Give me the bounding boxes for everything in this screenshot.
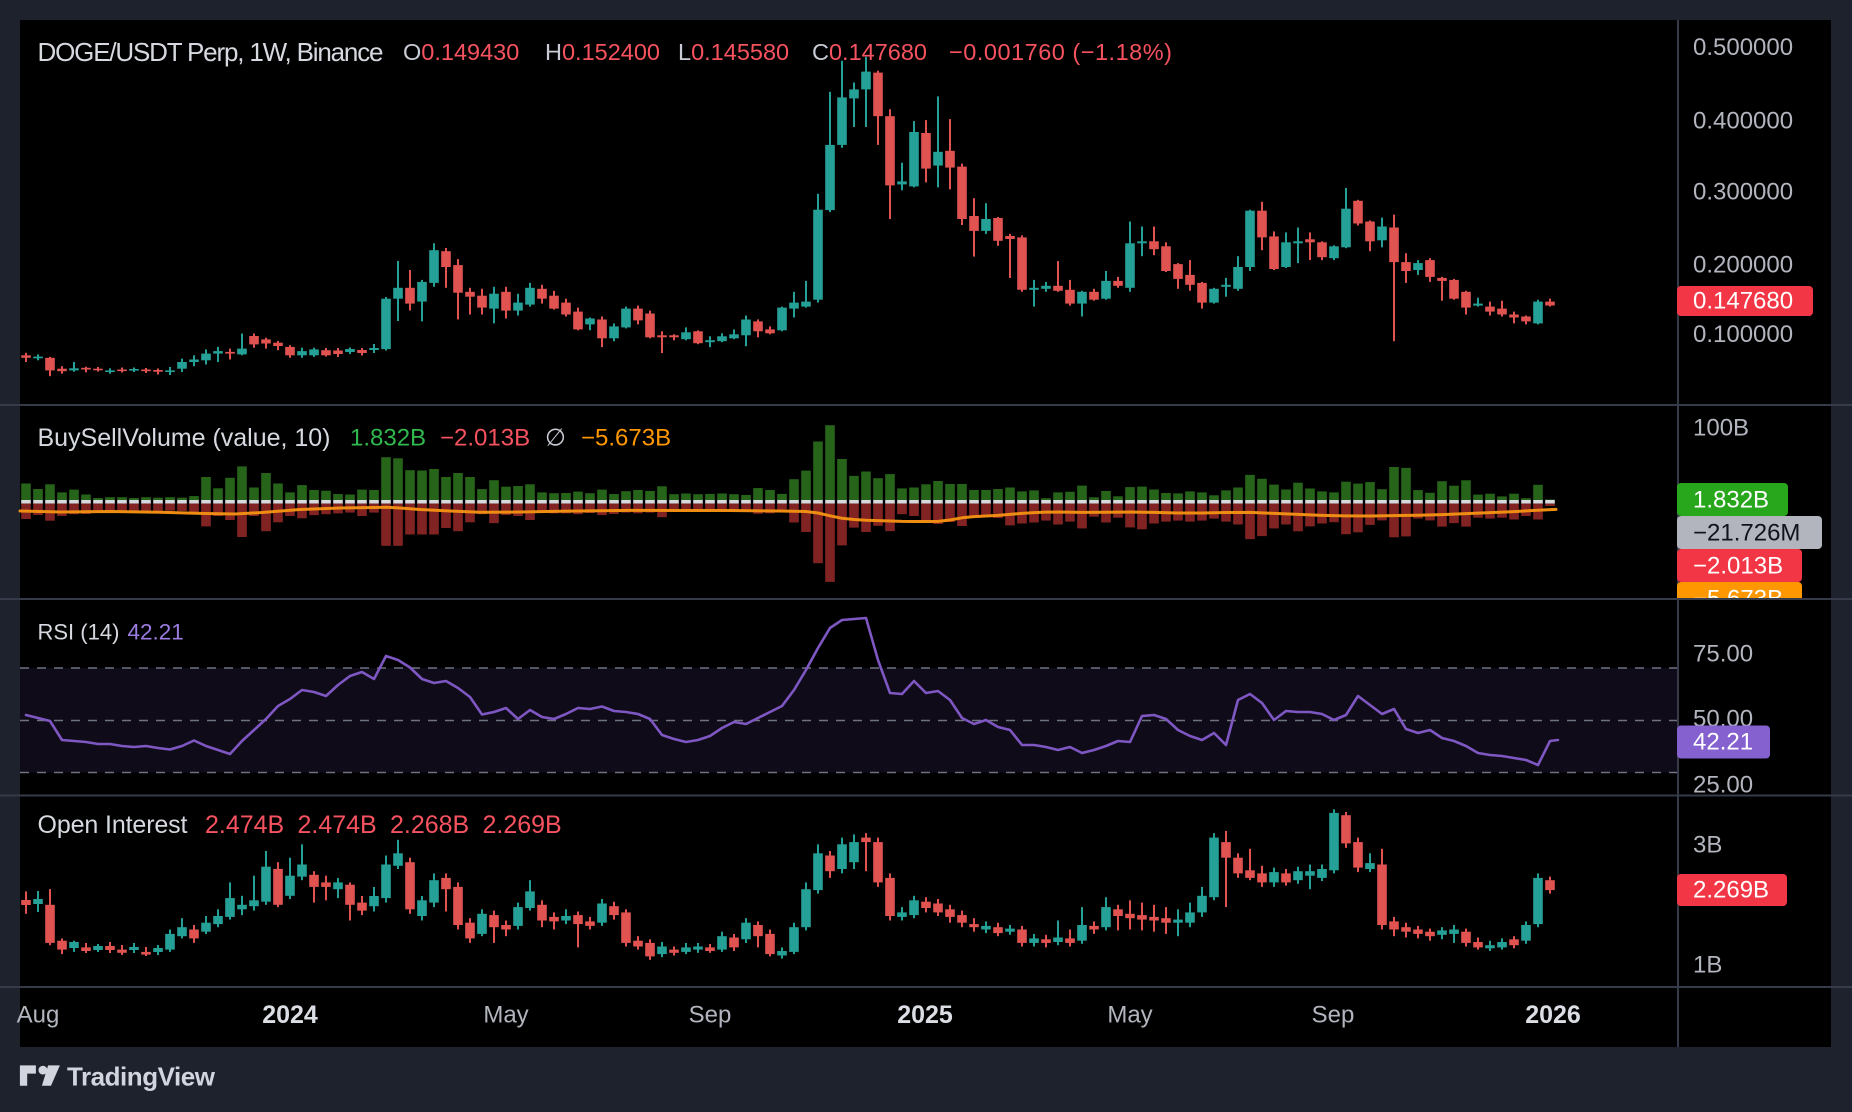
svg-text:RSI (14): RSI (14) xyxy=(38,620,120,645)
svg-text:100B: 100B xyxy=(1693,415,1749,442)
svg-text:0.300000: 0.300000 xyxy=(1693,179,1793,206)
svg-text:TradingView: TradingView xyxy=(67,1062,216,1092)
svg-text:2.269B: 2.269B xyxy=(1693,877,1769,904)
svg-text:−2.013B: −2.013B xyxy=(1693,553,1783,580)
svg-text:Sep: Sep xyxy=(689,1002,732,1029)
svg-text:1B: 1B xyxy=(1693,952,1722,979)
svg-text:Sep: Sep xyxy=(1312,1002,1355,1029)
svg-text:−5.673B: −5.673B xyxy=(1693,586,1783,613)
svg-text:0.500000: 0.500000 xyxy=(1693,34,1793,61)
svg-text:H0.152400: H0.152400 xyxy=(545,39,660,65)
svg-text:O0.149430: O0.149430 xyxy=(403,39,519,65)
svg-text:1.832B: 1.832B xyxy=(350,425,426,452)
svg-text:2.269B: 2.269B xyxy=(483,811,562,839)
svg-text:0.100000: 0.100000 xyxy=(1693,321,1793,348)
svg-text:2026: 2026 xyxy=(1525,1001,1581,1029)
svg-text:May: May xyxy=(483,1002,528,1029)
svg-text:Open Interest: Open Interest xyxy=(38,811,188,839)
svg-text:L0.145580: L0.145580 xyxy=(678,39,789,65)
svg-text:BuySellVolume (value, 10): BuySellVolume (value, 10) xyxy=(38,424,331,452)
svg-text:−21.726M: −21.726M xyxy=(1693,520,1800,547)
svg-text:C0.147680: C0.147680 xyxy=(812,39,927,65)
svg-text:25.00: 25.00 xyxy=(1693,772,1753,799)
svg-text:2.268B: 2.268B xyxy=(390,811,469,839)
svg-text:75.00: 75.00 xyxy=(1693,641,1753,668)
svg-text:0.400000: 0.400000 xyxy=(1693,108,1793,135)
svg-text:Aug: Aug xyxy=(17,1002,60,1029)
svg-text:2.474B: 2.474B xyxy=(205,811,284,839)
svg-text:3B: 3B xyxy=(1693,832,1722,859)
svg-text:May: May xyxy=(1107,1002,1152,1029)
svg-text:0.147680: 0.147680 xyxy=(1693,288,1793,315)
svg-text:42.21: 42.21 xyxy=(1693,729,1753,756)
svg-text:2024: 2024 xyxy=(262,1001,318,1029)
svg-text:0.200000: 0.200000 xyxy=(1693,252,1793,279)
svg-text:∅: ∅ xyxy=(545,425,566,452)
svg-text:−5.673B: −5.673B xyxy=(581,425,671,452)
svg-text:−2.013B: −2.013B xyxy=(440,425,530,452)
svg-text:−0.001760 (−1.18%): −0.001760 (−1.18%) xyxy=(949,39,1172,65)
svg-text:42.21: 42.21 xyxy=(128,620,184,645)
svg-text:DOGE/USDT Perp, 1W, Binance: DOGE/USDT Perp, 1W, Binance xyxy=(38,37,384,67)
svg-text:1.832B: 1.832B xyxy=(1693,487,1769,514)
svg-text:2.474B: 2.474B xyxy=(298,811,377,839)
svg-text:2025: 2025 xyxy=(897,1001,953,1029)
